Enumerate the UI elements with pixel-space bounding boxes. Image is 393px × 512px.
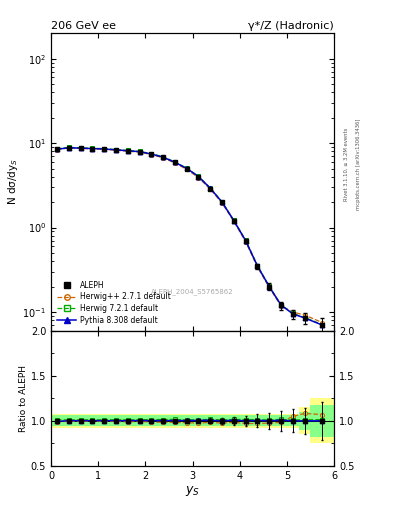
Bar xyxy=(134,415,145,426)
Bar xyxy=(240,415,252,426)
Bar xyxy=(204,415,216,426)
Bar xyxy=(86,415,98,426)
Bar xyxy=(263,414,275,428)
Bar xyxy=(122,414,134,428)
Bar xyxy=(263,415,275,426)
Text: Rivet 3.1.10, ≥ 3.2M events: Rivet 3.1.10, ≥ 3.2M events xyxy=(344,127,349,201)
Bar xyxy=(287,415,299,426)
Bar xyxy=(110,414,122,428)
Bar xyxy=(63,415,75,426)
Bar xyxy=(228,414,240,428)
Bar xyxy=(157,415,169,426)
Bar xyxy=(86,414,98,428)
Text: 206 GeV ee: 206 GeV ee xyxy=(51,21,116,31)
Bar xyxy=(51,414,63,428)
Bar xyxy=(75,414,86,428)
Bar xyxy=(181,415,193,426)
Bar xyxy=(98,414,110,428)
Bar xyxy=(134,414,145,428)
Bar xyxy=(252,415,263,426)
Y-axis label: Ratio to ALEPH: Ratio to ALEPH xyxy=(19,365,28,432)
Bar xyxy=(216,414,228,428)
Bar xyxy=(63,414,75,428)
Bar xyxy=(310,404,334,437)
Bar xyxy=(252,414,263,428)
Bar xyxy=(75,415,86,426)
Bar xyxy=(275,415,287,426)
Bar xyxy=(216,415,228,426)
Bar xyxy=(299,412,310,430)
Bar xyxy=(51,415,63,426)
Bar xyxy=(310,398,334,443)
Text: γ*/Z (Hadronic): γ*/Z (Hadronic) xyxy=(248,21,334,31)
Bar xyxy=(193,414,204,428)
Bar xyxy=(204,414,216,428)
Bar xyxy=(275,414,287,428)
Bar xyxy=(157,414,169,428)
Bar xyxy=(98,415,110,426)
Bar xyxy=(193,415,204,426)
Bar xyxy=(145,415,157,426)
Text: mcplots.cern.ch [arXiv:1306.3436]: mcplots.cern.ch [arXiv:1306.3436] xyxy=(356,118,361,209)
Text: ALEPH_2004_S5765862: ALEPH_2004_S5765862 xyxy=(151,288,234,295)
Bar xyxy=(240,414,252,428)
Y-axis label: N dσ/dy$_S$: N dσ/dy$_S$ xyxy=(6,159,20,205)
Bar xyxy=(181,414,193,428)
Bar xyxy=(145,414,157,428)
X-axis label: $y_S$: $y_S$ xyxy=(185,483,200,498)
Bar xyxy=(287,414,299,428)
Bar xyxy=(110,415,122,426)
Bar xyxy=(122,415,134,426)
Bar xyxy=(299,408,310,434)
Bar xyxy=(228,415,240,426)
Legend: ALEPH, Herwig++ 2.7.1 default, Herwig 7.2.1 default, Pythia 8.308 default: ALEPH, Herwig++ 2.7.1 default, Herwig 7.… xyxy=(55,279,173,327)
Bar xyxy=(169,415,181,426)
Bar xyxy=(169,414,181,428)
